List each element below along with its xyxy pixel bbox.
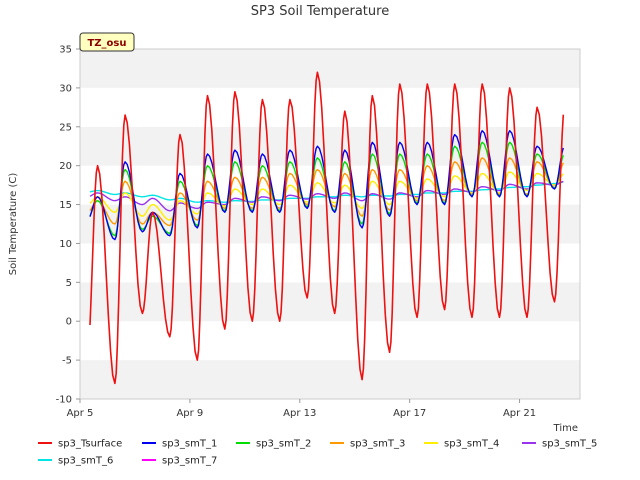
grid-bands bbox=[80, 49, 580, 399]
y-tick-label: 0 bbox=[66, 317, 72, 328]
chart-title: SP3 Soil Temperature bbox=[251, 4, 389, 19]
y-tick-label: 25 bbox=[59, 122, 72, 133]
y-axis-ticks: -10 -5 0 5 10 15 20 25 30 35 bbox=[56, 45, 80, 406]
timezone-badge-label: TZ_osu bbox=[87, 38, 126, 49]
grid-band bbox=[80, 321, 580, 361]
x-axis-ticks: Apr 5 Apr 9 Apr 13 Apr 17 Apr 21 bbox=[67, 399, 536, 419]
x-tick-label: Apr 21 bbox=[503, 408, 536, 419]
y-tick-label: 15 bbox=[59, 200, 72, 211]
legend-label: sp3_smT_5 bbox=[542, 439, 597, 450]
y-tick-label: -5 bbox=[62, 356, 72, 367]
series-line-sp3-Tsurface bbox=[89, 71, 565, 385]
grid-band bbox=[80, 360, 580, 399]
series-line-sp3-smT-5 bbox=[89, 180, 564, 212]
timezone-badge-box bbox=[79, 32, 135, 52]
grid-band bbox=[80, 87, 580, 127]
grid-band bbox=[80, 126, 580, 166]
y-tick-label: 20 bbox=[59, 161, 72, 172]
legend: sp3_Tsurface sp3_smT_1 sp3_smT_2 sp3_smT_3 s… bbox=[38, 439, 597, 467]
grid-band bbox=[80, 49, 580, 88]
series-line-sp3-smT-1 bbox=[89, 129, 564, 241]
legend-label: sp3_Tsurface bbox=[58, 439, 122, 450]
legend-label: sp3_smT_2 bbox=[256, 439, 311, 450]
legend-label: sp3_smT_3 bbox=[350, 439, 405, 450]
x-tick-label: Apr 13 bbox=[283, 408, 316, 419]
legend-label: sp3_smT_6 bbox=[58, 456, 113, 467]
y-tick-label: 35 bbox=[59, 45, 72, 56]
plot-frame bbox=[79, 48, 581, 400]
y-tick-label: 10 bbox=[59, 239, 72, 250]
series-layer bbox=[89, 71, 565, 385]
legend-label: sp3_smT_1 bbox=[162, 439, 217, 450]
series-line-sp3-smT-4 bbox=[89, 171, 564, 221]
timezone-badge: TZ_osu bbox=[79, 32, 135, 52]
y-tick-label: 30 bbox=[59, 83, 72, 94]
legend-label: sp3_smT_4 bbox=[444, 439, 499, 450]
grid-band bbox=[80, 204, 580, 244]
grid-band bbox=[80, 282, 580, 322]
y-axis-label: Soil Temperature (C) bbox=[8, 173, 19, 276]
x-tick-label: Apr 17 bbox=[393, 408, 426, 419]
y-tick-label: 5 bbox=[66, 278, 72, 289]
x-tick-label: Apr 5 bbox=[67, 408, 94, 419]
x-tick-label: Apr 9 bbox=[176, 408, 203, 419]
legend-label: sp3_smT_7 bbox=[162, 456, 217, 467]
x-axis-label: Time bbox=[553, 423, 578, 434]
y-tick-label: -10 bbox=[56, 395, 72, 406]
